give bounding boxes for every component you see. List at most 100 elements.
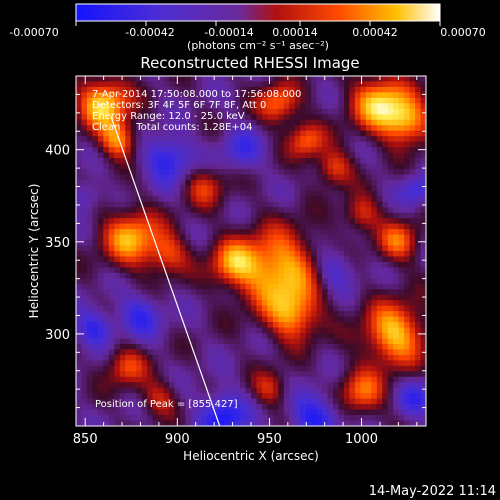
heatmap-cell	[289, 322, 296, 329]
heatmap-cell	[327, 81, 334, 88]
heatmap-cell	[256, 196, 263, 203]
heatmap-cell	[245, 327, 252, 334]
heatmap-cell	[163, 223, 170, 230]
heatmap-cell	[168, 376, 176, 383]
heatmap-cell	[223, 415, 230, 422]
heatmap-cell	[415, 404, 422, 411]
heatmap-cell	[305, 207, 312, 214]
heatmap-cell	[97, 327, 104, 334]
heatmap-cell	[114, 305, 121, 312]
heatmap-cell	[223, 338, 230, 345]
heatmap-cell	[289, 141, 296, 148]
heatmap-cell	[409, 256, 416, 263]
heatmap-cell	[305, 97, 312, 104]
heatmap-cell	[305, 163, 312, 170]
heatmap-cell	[212, 185, 219, 192]
heatmap-cell	[376, 168, 383, 176]
heatmap-cell	[103, 283, 110, 290]
heatmap-cell	[163, 245, 170, 252]
heatmap-cell	[229, 272, 236, 279]
heatmap-cell	[81, 289, 88, 296]
heatmap-cell	[119, 278, 126, 285]
heatmap-cell	[404, 354, 411, 361]
heatmap-cell	[404, 289, 411, 296]
heatmap-cell	[190, 333, 197, 340]
heatmap-cell	[343, 387, 351, 394]
heatmap-cell	[251, 207, 258, 214]
heatmap-cell	[393, 404, 400, 411]
heatmap-cell	[360, 261, 367, 269]
heatmap-cell	[174, 223, 181, 230]
heatmap-cell	[256, 240, 263, 247]
heatmap-cell	[343, 376, 351, 383]
heatmap-cell	[163, 261, 170, 269]
heatmap-cell	[294, 201, 301, 208]
heatmap-cell	[179, 218, 186, 225]
heatmap-cell	[212, 305, 219, 312]
heatmap-cell	[147, 185, 154, 192]
heatmap-cell	[196, 196, 203, 203]
heatmap-cell	[240, 267, 247, 274]
heatmap-cell	[349, 201, 356, 208]
heatmap-cell	[103, 354, 110, 361]
heatmap-cell	[278, 415, 285, 422]
heatmap-cell	[316, 311, 323, 318]
heatmap-cell	[147, 322, 154, 329]
heatmap-cell	[316, 108, 323, 115]
heatmap-cell	[174, 267, 181, 274]
heatmap-cell	[365, 349, 372, 356]
heatmap-cell	[229, 97, 236, 104]
heatmap-cell	[86, 387, 94, 394]
heatmap-cell	[196, 322, 203, 329]
heatmap-cell	[409, 251, 416, 258]
heatmap-cell	[371, 245, 378, 252]
heatmap-cell	[278, 245, 285, 252]
heatmap-cell	[333, 256, 340, 263]
heatmap-cell	[190, 223, 197, 230]
heatmap-cell	[147, 376, 154, 383]
heatmap-cell	[387, 207, 394, 214]
heatmap-cell	[305, 223, 312, 230]
heatmap-cell	[398, 393, 405, 400]
heatmap-cell	[278, 97, 285, 104]
heatmap-cell	[393, 371, 400, 378]
heatmap-cell	[163, 119, 170, 126]
heatmap-cell	[349, 316, 356, 323]
heatmap-cell	[338, 218, 345, 225]
heatmap-cell	[81, 420, 88, 426]
heatmap-cell	[185, 338, 192, 345]
heatmap-cell	[163, 76, 170, 83]
heatmap-cell	[119, 103, 126, 110]
heatmap-cell	[76, 272, 83, 279]
heatmap-cell	[349, 223, 356, 230]
heatmap-cell	[97, 141, 104, 148]
heatmap-cell	[119, 289, 126, 296]
heatmap-cell	[97, 168, 104, 176]
heatmap-cell	[251, 163, 258, 170]
heatmap-cell	[322, 223, 329, 230]
heatmap-cell	[240, 382, 247, 389]
heatmap-cell	[327, 119, 334, 126]
heatmap-cell	[311, 305, 318, 312]
heatmap-cell	[322, 349, 329, 356]
heatmap-cell	[256, 201, 263, 208]
heatmap-cell	[316, 152, 323, 159]
heatmap-cell	[245, 229, 252, 236]
heatmap-cell	[158, 251, 165, 258]
heatmap-cell	[196, 398, 203, 405]
heatmap-cell	[81, 360, 88, 367]
heatmap-cell	[404, 387, 411, 394]
heatmap-cell	[201, 420, 208, 426]
heatmap-cell	[349, 196, 356, 203]
heatmap-cell	[294, 218, 301, 225]
heatmap-cell	[119, 152, 126, 159]
heatmap-cell	[174, 147, 181, 154]
heatmap-cell	[119, 168, 126, 176]
heatmap-cell	[327, 240, 334, 247]
heatmap-cell	[420, 327, 426, 334]
heatmap-cell	[81, 76, 88, 83]
heatmap-cell	[300, 256, 307, 263]
heatmap-cell	[360, 97, 367, 104]
heatmap-cell	[190, 240, 197, 247]
heatmap-cell	[229, 316, 236, 323]
